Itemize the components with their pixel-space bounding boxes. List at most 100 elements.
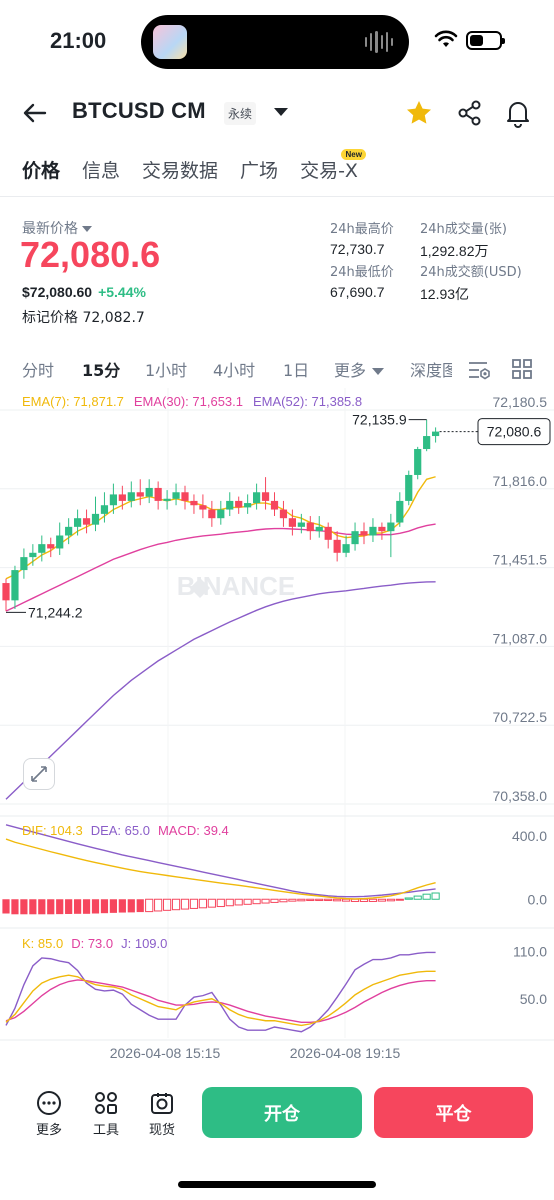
symbol-dropdown-icon[interactable] (274, 108, 288, 116)
interval-more[interactable]: 更多 (334, 357, 385, 381)
close-position-button[interactable]: 平仓 (374, 1087, 533, 1138)
share-icon[interactable] (456, 99, 484, 127)
stat-high-value: 72,730.7 (330, 241, 385, 257)
last-price-selector[interactable]: 最新价格 (22, 218, 92, 238)
header: BTCUSD CM 永续 (0, 90, 554, 136)
candle-body (351, 531, 359, 545)
macd-bar (136, 899, 144, 913)
interval-4h[interactable]: 4小时 (213, 361, 256, 380)
interval-more-label: 更多 (334, 361, 367, 380)
interval-1d[interactable]: 1日 (283, 361, 310, 380)
macd-bar (297, 898, 306, 902)
time-axis: 2026-04-08 15:15 2026-04-08 19:15 (110, 1045, 401, 1060)
more-dots-icon (37, 1091, 61, 1115)
tab-bar: 价格 信息 交易数据 广场 交易-X New (22, 149, 380, 190)
now-playing-thumbnail (153, 25, 187, 59)
tab-price[interactable]: 价格 (22, 160, 61, 182)
back-arrow-icon[interactable] (20, 98, 50, 128)
fullscreen-button[interactable] (23, 758, 55, 790)
candle-body (199, 505, 207, 510)
candle-body (244, 503, 252, 508)
kdj-panel: 110.0 50.0 (5, 944, 547, 1033)
layout-grid-icon[interactable] (511, 358, 533, 380)
indicator-settings-icon[interactable] (467, 359, 491, 381)
spot-label: 现货 (148, 1123, 175, 1138)
kline-chart[interactable]: BINANCE 72,180.5 71,816.0 71,451.5 71,087.0… (0, 388, 554, 1060)
more-dropdown-icon (372, 368, 385, 375)
tools-label: 工具 (92, 1123, 119, 1138)
candle-body (369, 526, 377, 536)
spot-button[interactable]: 现货 (142, 1090, 182, 1138)
macd-bar (180, 898, 190, 910)
candle-body (118, 494, 126, 501)
macd-bar (395, 898, 404, 901)
tab-square[interactable]: 广场 (240, 160, 279, 182)
macd-bar (65, 899, 73, 914)
tab-trade-x-label: 交易-X (300, 160, 358, 182)
candle-body (47, 544, 55, 549)
tools-button[interactable]: 工具 (86, 1090, 126, 1138)
tools-grid-icon (95, 1092, 117, 1114)
current-price-tag (477, 418, 551, 446)
candle-body (279, 509, 288, 519)
candle-body (38, 544, 46, 553)
bell-icon[interactable] (504, 98, 532, 128)
candle-body (172, 492, 180, 499)
time-tick-label: 2026-04-08 15:15 (110, 1045, 221, 1060)
macd-bar (333, 898, 342, 902)
candle-body (306, 522, 314, 532)
price-tick-label: 70,358.0 (493, 788, 548, 804)
macd-bar (20, 899, 28, 915)
macd-legend: DIF: 104.3 DEA: 65.0 MACD: 39.4 (22, 823, 229, 838)
candle-body (20, 557, 28, 571)
macd-bar (216, 898, 225, 908)
ema52-line (5, 581, 436, 800)
macd-bar (315, 898, 324, 902)
candle-body (181, 492, 189, 501)
interval-1h[interactable]: 1小时 (145, 361, 188, 380)
star-icon[interactable] (404, 98, 434, 128)
candle-body (11, 570, 19, 601)
interval-line[interactable]: 分时 (22, 361, 55, 380)
candle-body (226, 500, 234, 510)
change-percent: +5.44% (98, 284, 146, 300)
perpetual-tag: 永续 (224, 102, 257, 125)
mark-price-value: 72,082.7 (82, 310, 145, 326)
price-tick-label: 71,816.0 (493, 473, 548, 489)
candle-body (396, 500, 404, 523)
spot-exchange-icon (151, 1093, 173, 1114)
new-badge: New (341, 149, 366, 160)
stat-volume-value: 1,292.82万 (420, 243, 489, 259)
symbol-title[interactable]: BTCUSD CM (72, 98, 206, 123)
macd-value-legend: MACD: 39.4 (157, 823, 229, 838)
macd-panel: 400.0 0.0 (2, 824, 547, 915)
dif-legend: DIF: 104.3 (22, 823, 83, 838)
tab-trading-data[interactable]: 交易数据 (142, 160, 219, 182)
macd-bar (422, 893, 431, 900)
macd-bar (109, 899, 117, 913)
tab-trade-x[interactable]: 交易-X New (300, 149, 366, 190)
macd-bar (359, 898, 369, 902)
candle-body (74, 518, 82, 527)
macd-bar (198, 898, 208, 909)
macd-bar (261, 898, 270, 904)
macd-tick-label: 400.0 (512, 828, 547, 844)
interval-15m[interactable]: 15分 (82, 361, 121, 380)
macd-bar (288, 898, 297, 902)
tab-info[interactable]: 信息 (82, 160, 121, 182)
candle-body (315, 526, 323, 532)
candle-body (405, 474, 413, 501)
expand-icon (31, 766, 47, 782)
candle-body (261, 492, 270, 501)
more-button[interactable]: 更多 (29, 1090, 69, 1138)
last-price: 72,080.6 (20, 234, 161, 275)
dynamic-island[interactable] (141, 15, 409, 69)
more-label: 更多 (35, 1123, 62, 1138)
home-indicator[interactable] (178, 1181, 376, 1188)
candle-body (235, 500, 243, 508)
bottom-action-bar: 更多 工具 现货 开仓 平仓 (0, 1074, 554, 1164)
open-position-button[interactable]: 开仓 (202, 1087, 362, 1138)
k-line (5, 970, 436, 1027)
interval-depth[interactable]: 深度图 (410, 361, 452, 380)
candle-body (217, 509, 225, 519)
